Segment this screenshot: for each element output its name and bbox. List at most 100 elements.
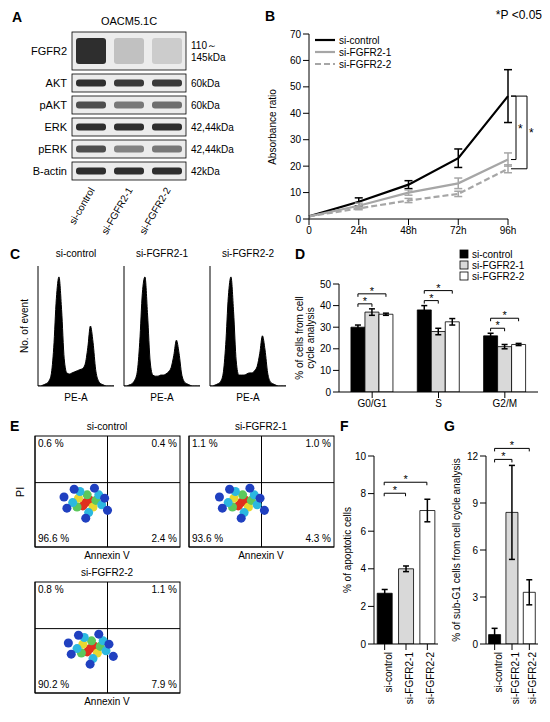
svg-text:50: 50 xyxy=(290,81,302,92)
html-text:si-control: si-control xyxy=(86,421,128,432)
svg-text:10: 10 xyxy=(355,451,367,462)
svg-text:30: 30 xyxy=(290,134,302,145)
svg-text:0: 0 xyxy=(360,639,366,650)
html-text:% of cells from cell cycle ana: % of cells from cell cycle analysis xyxy=(294,296,316,380)
html-text:PE-A: PE-A xyxy=(64,392,88,403)
svg-text:si-control: si-control xyxy=(383,652,394,693)
svg-text:si-FGFR2-2: si-FGFR2-2 xyxy=(472,271,525,282)
html-text:si-FGFR2-1: si-FGFR2-1 xyxy=(234,421,288,432)
svg-text:72h: 72h xyxy=(450,225,467,236)
svg-text:48h: 48h xyxy=(400,225,417,236)
svg-text:8: 8 xyxy=(360,488,366,499)
svg-text:145kDa: 145kDa xyxy=(191,52,226,63)
html-text:96.6 %: 96.6 % xyxy=(38,533,70,544)
svg-text:96h: 96h xyxy=(500,225,517,236)
svg-text:B-actin: B-actin xyxy=(33,165,67,177)
svg-text:si-control: si-control xyxy=(493,652,504,693)
html-text:PI: PI xyxy=(14,486,26,498)
svg-text:0: 0 xyxy=(295,214,301,225)
svg-text:6: 6 xyxy=(472,545,478,556)
svg-text:60: 60 xyxy=(290,55,302,66)
html-text:% of sub-G1 cells from cell cy: % of sub-G1 cells from cell cycle analys… xyxy=(450,458,462,642)
html-text:PE-A: PE-A xyxy=(236,392,260,403)
svg-text:20: 20 xyxy=(320,343,332,354)
svg-text:OACM5.1C: OACM5.1C xyxy=(101,15,157,27)
svg-text:9: 9 xyxy=(472,498,478,509)
svg-text:4: 4 xyxy=(360,563,366,574)
html-text:si-control: si-control xyxy=(55,248,97,259)
html-text:si-FGFR2-2: si-FGFR2-2 xyxy=(221,248,275,259)
html-text:C: C xyxy=(10,246,21,262)
svg-text:40: 40 xyxy=(320,300,332,311)
svg-text:si-FGFR2-1: si-FGFR2-1 xyxy=(99,185,135,236)
svg-text:pAKT: pAKT xyxy=(39,99,67,111)
svg-text:*: * xyxy=(363,295,368,307)
svg-text:*: * xyxy=(370,285,375,297)
svg-text:0: 0 xyxy=(472,639,478,650)
html-text:2.4 %: 2.4 % xyxy=(151,533,177,544)
svg-text:42,44kDa: 42,44kDa xyxy=(191,144,234,155)
svg-text:S: S xyxy=(435,398,442,409)
svg-text:si-control: si-control xyxy=(67,186,97,227)
html-text:*P <0.05: *P <0.05 xyxy=(495,8,542,22)
svg-text:si-FGFR2-1: si-FGFR2-1 xyxy=(472,260,525,271)
svg-text:*: * xyxy=(502,309,507,321)
svg-text:0: 0 xyxy=(325,387,331,398)
svg-text:*: * xyxy=(510,439,515,451)
html-text:No. of event: No. of event xyxy=(18,299,30,353)
svg-text:0: 0 xyxy=(306,225,312,236)
svg-text:3: 3 xyxy=(472,592,478,603)
svg-text:2: 2 xyxy=(360,601,366,612)
svg-text:42,44kDa: 42,44kDa xyxy=(191,122,234,133)
svg-text:*: * xyxy=(501,450,506,462)
svg-text:20: 20 xyxy=(290,161,302,172)
svg-text:*: * xyxy=(436,282,441,294)
svg-text:si-FGFR2-2: si-FGFR2-2 xyxy=(137,185,173,236)
svg-text:110～: 110～ xyxy=(191,40,217,51)
svg-text:50: 50 xyxy=(320,279,332,290)
svg-text:FGFR2: FGFR2 xyxy=(31,45,67,57)
svg-text:*: * xyxy=(495,319,500,331)
svg-text:pERK: pERK xyxy=(38,143,67,155)
svg-text:42kDa: 42kDa xyxy=(191,166,220,177)
svg-text:70: 70 xyxy=(290,29,302,40)
svg-text:60kDa: 60kDa xyxy=(191,78,220,89)
svg-text:*: * xyxy=(429,292,434,304)
svg-text:*: * xyxy=(518,122,523,136)
svg-text:10: 10 xyxy=(290,187,302,198)
html-text:Annexin V: Annexin V xyxy=(84,550,130,561)
html-text:B: B xyxy=(265,8,276,24)
html-text:D: D xyxy=(295,246,306,262)
svg-text:G0/G1: G0/G1 xyxy=(357,398,387,409)
svg-text:si-control: si-control xyxy=(339,35,380,46)
html-text:% of apoptotic cells: % of apoptotic cells xyxy=(341,506,353,594)
html-text:1.1 %: 1.1 % xyxy=(192,438,218,449)
svg-text:*: * xyxy=(393,484,398,496)
svg-text:si-FGFR2-2: si-FGFR2-2 xyxy=(425,652,436,705)
svg-text:si-FGFR2-2: si-FGFR2-2 xyxy=(339,59,392,70)
svg-text:si-FGFR2-1: si-FGFR2-1 xyxy=(510,652,521,705)
svg-text:*: * xyxy=(529,126,534,140)
svg-text:si-FGFR2-1: si-FGFR2-1 xyxy=(404,652,415,705)
html-text:si-FGFR2-1: si-FGFR2-1 xyxy=(135,248,189,259)
svg-text:6: 6 xyxy=(360,526,366,537)
svg-text:si-control: si-control xyxy=(472,249,513,260)
svg-text:60kDa: 60kDa xyxy=(191,100,220,111)
svg-text:*: * xyxy=(403,473,408,485)
svg-text:40: 40 xyxy=(290,108,302,119)
svg-text:10: 10 xyxy=(320,365,332,376)
svg-text:A: A xyxy=(12,9,22,25)
html-text:0.6 %: 0.6 % xyxy=(38,438,64,449)
svg-text:12: 12 xyxy=(467,451,479,462)
svg-text:G2/M: G2/M xyxy=(493,398,517,409)
svg-text:AKT: AKT xyxy=(46,77,68,89)
html-text:0.4 %: 0.4 % xyxy=(151,438,177,449)
svg-text:si-FGFR2-2: si-FGFR2-2 xyxy=(527,652,538,705)
svg-text:ERK: ERK xyxy=(44,121,67,133)
svg-text:30: 30 xyxy=(320,322,332,333)
svg-text:24h: 24h xyxy=(350,225,367,236)
html-text:PE-A: PE-A xyxy=(150,392,174,403)
svg-text:si-FGFR2-1: si-FGFR2-1 xyxy=(339,47,392,58)
html-text:Absorbance ratio: Absorbance ratio xyxy=(266,88,278,165)
html-text:1.0 %: 1.0 % xyxy=(305,438,331,449)
